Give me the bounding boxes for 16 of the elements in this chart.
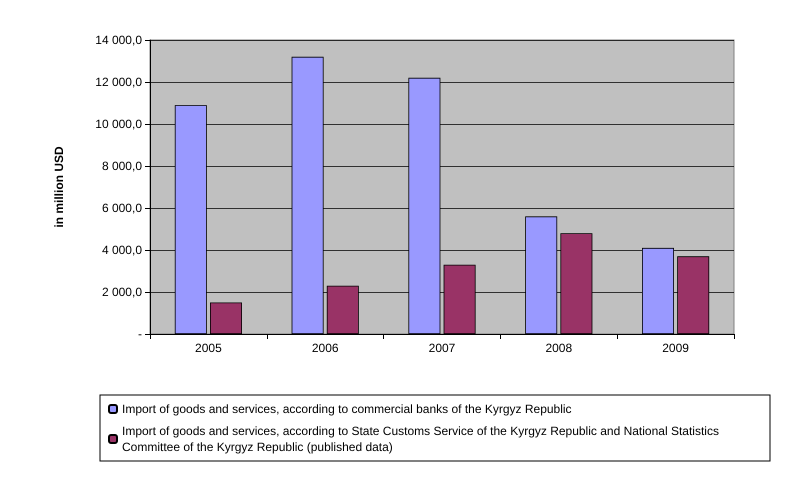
x-tick-label: 2008: [545, 341, 572, 355]
y-tick-label: 12 000,0: [95, 75, 142, 89]
x-tick-label: 2006: [312, 341, 339, 355]
x-tick-label: 2009: [662, 341, 690, 355]
legend-label: Import of goods and services, according to State Customs Service of the Kyrgyz Republic and National Statistics Committee of the Kyrgyz Republic (published data): [122, 424, 722, 454]
y-tick-label: 14 000,0: [95, 33, 142, 47]
x-tick-label: 2007: [428, 341, 456, 355]
y-tick-label: 2 000,0: [102, 285, 142, 299]
y-tick-label: -: [138, 327, 142, 341]
y-tick-label: 4 000,0: [102, 243, 142, 257]
y-tick-label: 8 000,0: [102, 159, 142, 173]
y-tick-label: 10 000,0: [95, 117, 142, 131]
legend-label: Import of goods and services, according to commercial banks of the Kyrgyz Republic: [122, 402, 572, 416]
x-tick-label: 2005: [195, 341, 222, 355]
y-axis-title: in million USD: [52, 146, 66, 228]
y-tick-label: 6 000,0: [102, 201, 142, 215]
